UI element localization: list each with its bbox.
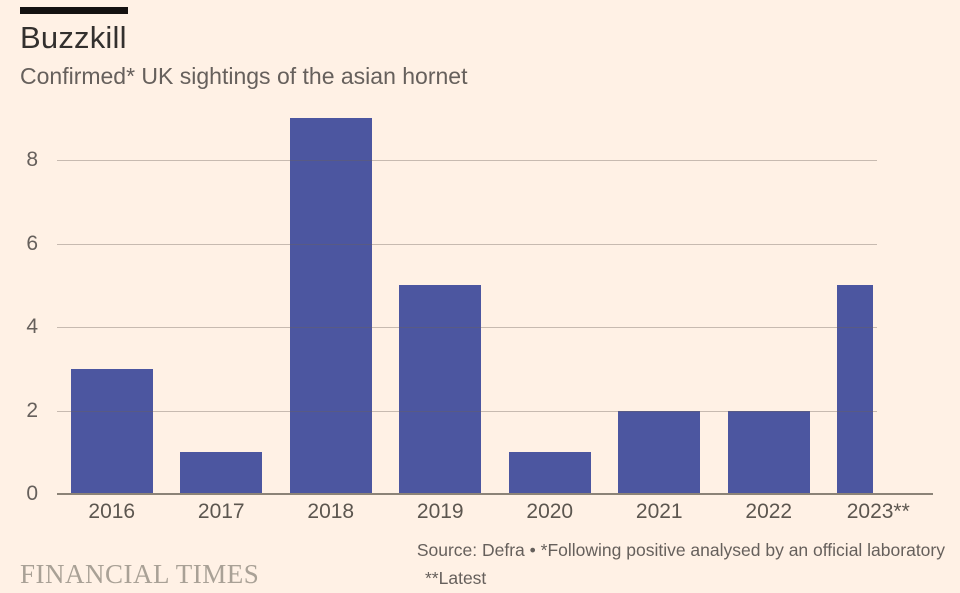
y-axis-label-2: 2 [26,398,38,422]
chart-title: Buzzkill [20,20,127,55]
gridline-6 [57,243,877,245]
x-axis-label-2020: 2020 [526,500,574,523]
x-axis-label-2018: 2018 [307,500,355,523]
y-axis-label-8: 8 [26,148,38,171]
bar-2016 [70,368,153,494]
bar-2019 [399,285,482,494]
gridline-8 [57,160,877,161]
bar-2021 [618,410,701,494]
title-accent-rule [20,7,128,14]
x-axis-label-2022: 2022 [745,500,793,523]
chart-subtitle: Confirmed* UK sightings of the asian hor… [20,63,468,89]
x-axis-label-2019: 2019 [416,500,464,523]
bar-2017 [180,452,263,494]
bar-2020 [508,452,591,494]
x-axis-label-2021: 2021 [635,500,683,523]
source-text: Source: Defra • *Following positive anal… [416,540,945,560]
bar-2022 [727,410,810,494]
x-axis-label-2017: 2017 [197,500,245,523]
bar-2023 [837,285,874,494]
financial-times-logo: FINANCIAL TIMES [20,559,260,589]
y-axis-label-6: 6 [26,231,38,255]
x-axis-label-2016: 2016 [88,500,136,523]
gridline-2 [57,410,877,412]
source-footnote-latest: **Latest [425,568,487,588]
x-axis-line [57,493,933,495]
bar-2018 [289,118,372,494]
gridline-4 [57,327,877,328]
y-axis-label-0: 0 [26,482,38,505]
x-axis-label-2023: 2023** [846,500,910,523]
y-axis-label-4: 4 [26,315,38,338]
